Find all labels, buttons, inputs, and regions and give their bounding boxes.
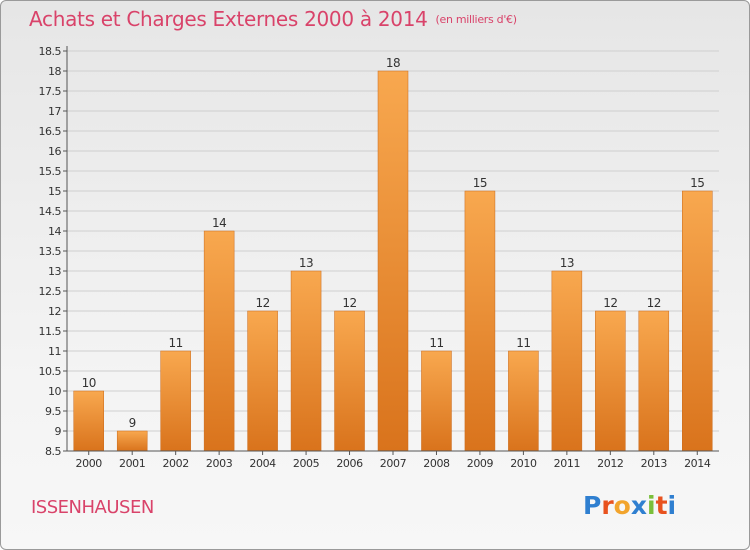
y-tick-label: 14 xyxy=(48,225,61,238)
chart-subtitle: (en milliers d'€) xyxy=(435,13,517,26)
bar xyxy=(73,390,104,452)
bar xyxy=(116,430,148,452)
y-tick-label: 8.5 xyxy=(45,445,61,458)
axes xyxy=(66,46,719,452)
x-tick-label: 2004 xyxy=(249,457,276,470)
data-label: 11 xyxy=(429,336,443,350)
data-labels: 10 9 11 14 12 13 12 18 11 15 11 13 12 12 15 xyxy=(82,56,705,430)
y-tick-label: 11 xyxy=(48,345,61,358)
data-label: 13 xyxy=(560,256,574,270)
x-tick-label: 2010 xyxy=(510,457,537,470)
y-tick-label: 12.5 xyxy=(39,285,62,298)
x-tick-label: 2013 xyxy=(641,457,668,470)
bar xyxy=(464,190,496,452)
y-axis-ticks: 8.5 9 9.5 10 10.5 11 11.5 12 12.5 13 13.5 14 14.5 15 1… xyxy=(39,45,67,458)
data-label: 14 xyxy=(212,216,226,230)
y-tick-label: 16.5 xyxy=(39,125,62,138)
y-tick-label: 13 xyxy=(48,265,61,278)
bar xyxy=(595,310,626,452)
bar xyxy=(682,190,713,452)
bar xyxy=(421,350,452,452)
data-label: 13 xyxy=(299,256,313,270)
y-tick-label: 15 xyxy=(48,185,61,198)
x-tick-label: 2001 xyxy=(119,457,145,470)
y-tick-label: 17 xyxy=(48,105,61,118)
y-tick-label: 11.5 xyxy=(39,325,62,338)
bar xyxy=(247,310,278,452)
y-tick-label: 16 xyxy=(48,145,61,158)
x-tick-label: 2007 xyxy=(380,457,407,470)
data-label: 18 xyxy=(386,56,400,70)
bar xyxy=(551,270,583,452)
x-tick-label: 2000 xyxy=(76,457,103,470)
bar xyxy=(203,230,235,452)
x-tick-label: 2005 xyxy=(293,457,320,470)
logo-letter: P xyxy=(583,491,602,520)
logo-letter: x xyxy=(630,491,647,520)
y-tick-label: 13.5 xyxy=(39,245,62,258)
chart-title-text: Achats et Charges Externes 2000 à 2014 xyxy=(29,7,428,31)
y-tick-label: 9 xyxy=(55,425,62,438)
data-label: 15 xyxy=(473,176,487,190)
x-tick-label: 2008 xyxy=(423,457,450,470)
bars xyxy=(73,70,713,452)
x-axis-ticks: 2000 2001 2002 2003 2004 2005 2006 2007 2008 2009… xyxy=(76,451,711,470)
bar xyxy=(377,70,409,452)
commune-name: ISSENHAUSEN xyxy=(31,497,154,518)
logo-letter: i xyxy=(667,491,677,520)
chart-title: Achats et Charges Externes 2000 à 2014 (e… xyxy=(29,7,517,31)
y-tick-label: 12 xyxy=(48,305,61,318)
x-tick-label: 2006 xyxy=(336,457,363,470)
y-tick-label: 15.5 xyxy=(39,165,62,178)
y-tick-label: 14.5 xyxy=(39,205,62,218)
x-tick-label: 2009 xyxy=(467,457,494,470)
y-tick-label: 18.5 xyxy=(39,45,62,58)
y-tick-label: 9.5 xyxy=(45,405,61,418)
proxiti-logo: Proxiti xyxy=(583,491,676,520)
data-label: 15 xyxy=(690,176,704,190)
y-tick-label: 10.5 xyxy=(39,365,62,378)
logo-letter: t xyxy=(655,491,668,520)
y-tick-label: 10 xyxy=(48,385,61,398)
x-tick-label: 2014 xyxy=(684,457,711,470)
data-label: 11 xyxy=(169,336,183,350)
data-label: 11 xyxy=(516,336,530,350)
bar xyxy=(638,310,670,452)
logo-letter: o xyxy=(613,491,631,520)
data-label: 12 xyxy=(647,296,661,310)
data-label: 12 xyxy=(603,296,617,310)
y-tick-label: 17.5 xyxy=(39,85,62,98)
logo-letter: r xyxy=(601,491,614,520)
bar xyxy=(334,310,365,452)
x-tick-label: 2011 xyxy=(554,457,580,470)
x-tick-label: 2003 xyxy=(206,457,233,470)
data-label: 10 xyxy=(82,376,96,390)
bar xyxy=(508,350,539,452)
x-tick-label: 2012 xyxy=(597,457,623,470)
bar xyxy=(290,270,322,452)
data-label: 12 xyxy=(255,296,269,310)
bar xyxy=(160,350,191,452)
logo-letter: i xyxy=(647,491,656,520)
y-tick-label: 18 xyxy=(48,65,61,78)
data-label: 9 xyxy=(129,416,136,430)
x-tick-label: 2002 xyxy=(162,457,188,470)
data-label: 12 xyxy=(342,296,356,310)
